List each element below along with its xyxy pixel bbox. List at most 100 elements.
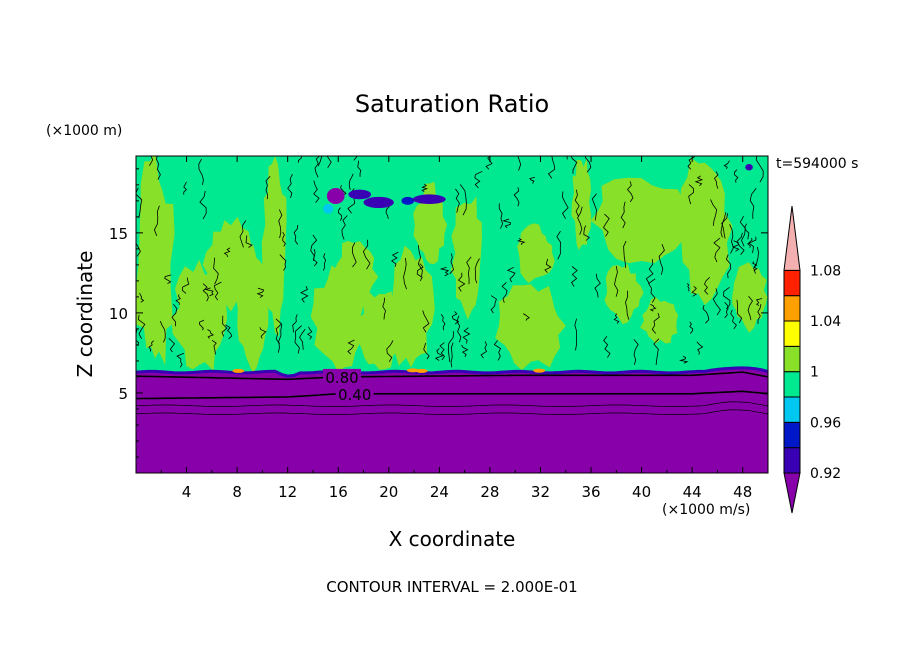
colorbar-arrow-high	[783, 205, 801, 271]
squiggle	[459, 184, 467, 216]
squiggle	[686, 283, 690, 292]
patch	[679, 157, 733, 305]
plot-area: 0.800.40	[136, 156, 768, 473]
contour-lines: 0.800.40	[136, 368, 768, 415]
contour-squiggles	[136, 156, 764, 368]
x-unit-label: (×1000 m/s)	[662, 502, 750, 518]
moist-spot	[406, 368, 419, 373]
squiggle	[450, 342, 454, 368]
squiggle	[583, 225, 590, 241]
squiggle	[202, 283, 209, 302]
colorbar-band	[783, 447, 801, 474]
boundary-edge	[136, 366, 768, 378]
squiggle	[213, 257, 219, 285]
squiggle	[730, 309, 737, 330]
squiggle	[733, 169, 739, 183]
squiggle	[456, 315, 462, 343]
dry-patch	[745, 164, 753, 171]
colorbar-tick-label: 0.92	[810, 466, 841, 482]
x-tick-label: 12	[278, 483, 297, 501]
squiggle	[679, 355, 689, 364]
contour-line	[136, 390, 768, 400]
squiggle	[753, 246, 759, 274]
colorbar-arrow-low	[783, 472, 801, 514]
squiggle	[757, 304, 762, 324]
dry-patch	[323, 204, 334, 214]
contour-line-minor	[136, 409, 768, 415]
x-tick-label: 8	[232, 483, 242, 501]
squiggle	[181, 277, 190, 294]
patch	[261, 156, 287, 337]
contour-line	[136, 371, 768, 381]
squiggle	[337, 207, 343, 221]
patch	[450, 196, 482, 320]
x-tick-label: 44	[683, 483, 702, 501]
squiggle	[626, 181, 634, 203]
colorbar-band	[783, 345, 801, 373]
squiggle	[755, 298, 763, 307]
x-axis: 4 8 12 16 20 24 28 32 36 40 44 48	[160, 156, 752, 501]
moist-spot	[533, 368, 546, 373]
moist-spot	[232, 368, 245, 373]
contour-label: 0.40	[338, 386, 371, 404]
squiggle	[168, 338, 176, 353]
dry-patch	[363, 196, 394, 209]
squiggle	[294, 325, 302, 354]
squiggle	[736, 299, 743, 324]
squiggle	[556, 230, 562, 260]
patch	[590, 177, 697, 264]
squiggle	[658, 244, 665, 275]
contour-label: 0.80	[325, 369, 358, 387]
patch	[495, 284, 566, 371]
y-tick-label: 15	[109, 225, 128, 243]
squiggle	[689, 321, 694, 334]
squiggle	[183, 181, 187, 195]
squiggle	[300, 286, 309, 303]
chart-title: Saturation Ratio	[355, 90, 549, 118]
dry-patch	[326, 188, 345, 205]
squiggle	[204, 287, 214, 297]
patch	[136, 156, 175, 366]
squiggle	[704, 277, 710, 295]
squiggle	[462, 327, 471, 344]
y-axis-label: Z coordinate	[73, 251, 97, 378]
colorbar-band	[783, 269, 801, 297]
squiggle	[570, 266, 578, 287]
contour-label-bg	[323, 368, 362, 384]
y-axis: 5 10 15	[109, 168, 768, 458]
contour-interval: CONTOUR INTERVAL = 2.000E-01	[326, 578, 577, 596]
squiggle	[416, 263, 424, 282]
squiggle	[522, 313, 530, 321]
contour-line-minor	[136, 401, 768, 407]
squiggle	[633, 339, 639, 365]
squiggle	[198, 158, 204, 185]
y-tick-label: 10	[109, 305, 128, 323]
colorbar-tick-label: 1	[810, 365, 819, 381]
x-tick-label: 16	[329, 483, 348, 501]
squiggle	[245, 235, 253, 248]
squiggle	[136, 187, 143, 219]
squiggle	[493, 340, 502, 361]
squiggle	[293, 224, 299, 245]
patch	[517, 223, 555, 284]
squiggle	[574, 189, 580, 217]
squiggle	[651, 312, 660, 334]
lower-region-fill	[136, 367, 768, 473]
squiggle	[614, 266, 619, 297]
squiggle	[594, 273, 601, 298]
x-tick-label: 40	[632, 483, 651, 501]
squiggle	[239, 220, 247, 248]
patch	[604, 263, 644, 325]
squiggle	[175, 294, 181, 305]
colorbar-band	[783, 396, 801, 423]
squiggle	[422, 310, 430, 333]
x-tick-label: 4	[182, 483, 192, 501]
squiggle	[451, 311, 460, 325]
squiggle	[386, 340, 394, 363]
squiggle	[570, 156, 578, 174]
squiggle	[149, 156, 154, 166]
squiggle	[696, 341, 704, 355]
squiggle	[314, 156, 321, 178]
squiggle	[513, 187, 520, 207]
squiggle	[352, 242, 357, 268]
